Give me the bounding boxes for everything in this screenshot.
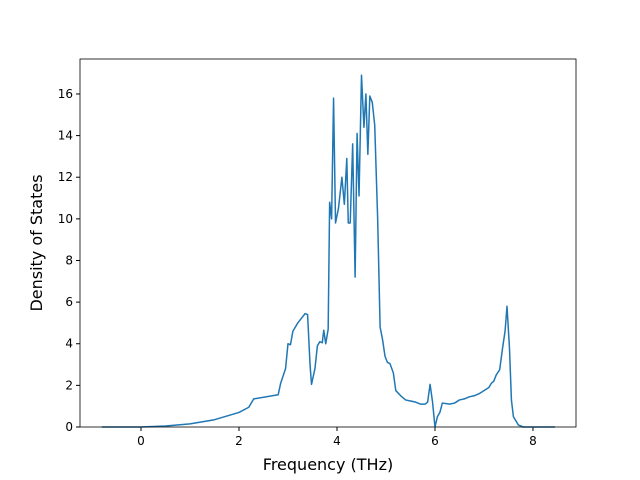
y-tick-label: 0	[65, 420, 73, 434]
y-tick-label: 4	[65, 337, 73, 351]
y-tick-label: 2	[65, 378, 73, 392]
y-tick-label: 8	[65, 253, 73, 267]
y-tick-label: 10	[58, 212, 73, 226]
y-tick-label: 6	[65, 295, 73, 309]
x-tick-label: 6	[431, 434, 439, 448]
x-tick-label: 8	[529, 434, 537, 448]
x-axis-label: Frequency (THz)	[263, 455, 393, 474]
x-tick-label: 4	[333, 434, 341, 448]
y-tick-label: 14	[58, 129, 73, 143]
y-tick-label: 16	[58, 87, 73, 101]
y-axis-label: Density of States	[27, 174, 46, 311]
plot-frame	[79, 58, 577, 428]
x-tick-label: 2	[235, 434, 243, 448]
x-tick-label: 0	[137, 434, 145, 448]
y-tick-label: 12	[58, 170, 73, 184]
data-line	[101, 74, 556, 428]
